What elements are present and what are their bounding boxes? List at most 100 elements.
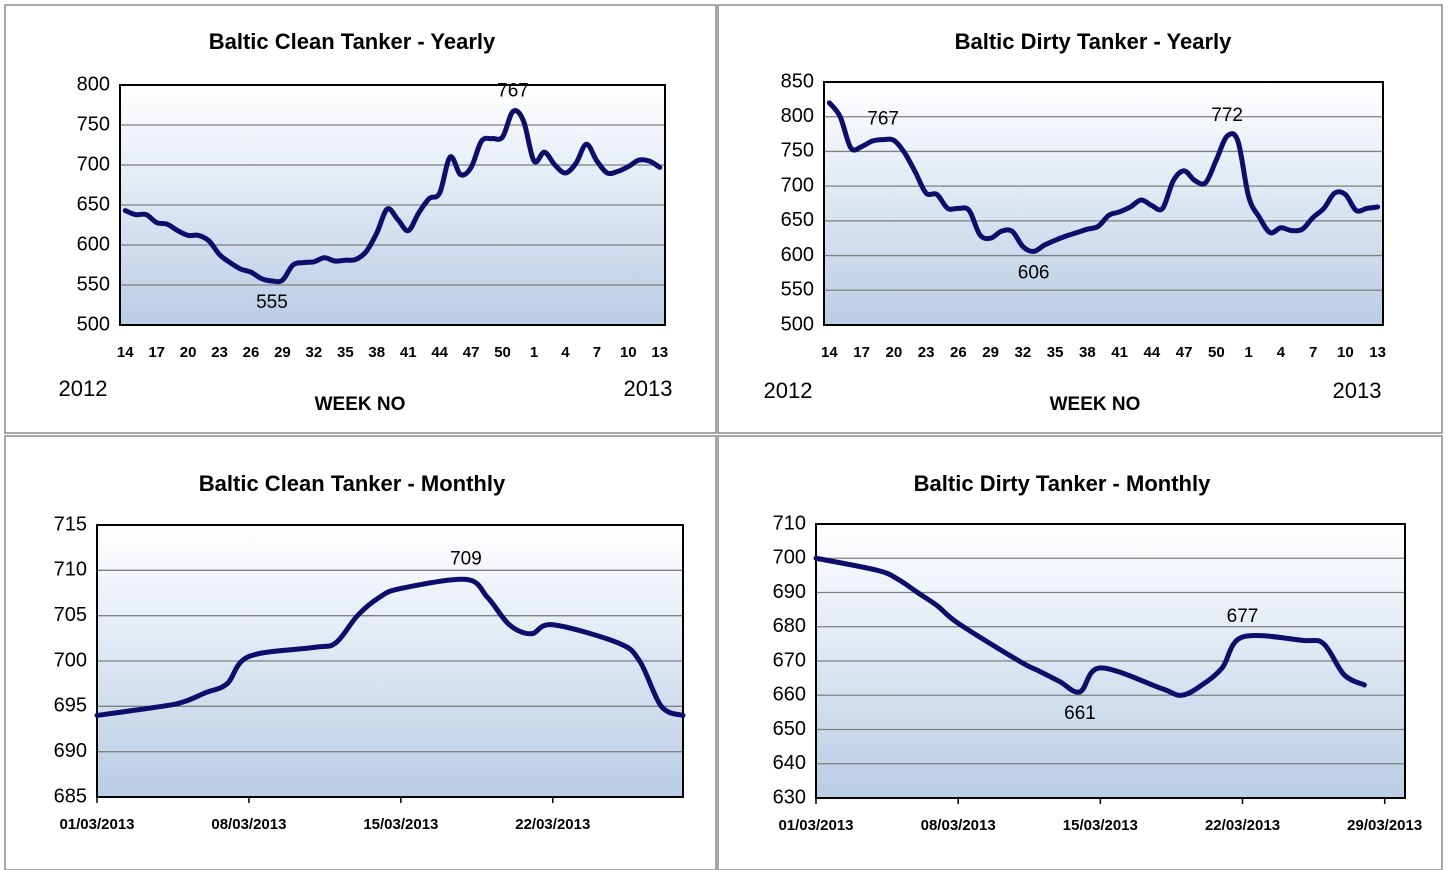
x-tick-label: 7	[593, 344, 601, 361]
chart: Baltic Dirty Tanker - Yearly 500 550 600 650…	[764, 29, 1386, 415]
plot-frame	[815, 523, 1406, 799]
y-tick-label: 710	[54, 559, 87, 581]
data-label: 606	[1018, 262, 1050, 283]
period-label: 2013	[1333, 378, 1382, 403]
y-tick-label: 685	[54, 785, 87, 807]
x-tick-label: 47	[463, 344, 480, 361]
x-tick-label: 1	[1244, 344, 1252, 361]
y-tick-label: 750	[77, 113, 110, 135]
y-tick-label: 670	[773, 649, 806, 671]
data-label: 772	[1211, 105, 1243, 126]
y-tick-label: 500	[781, 313, 814, 335]
x-tick-label: 35	[1047, 344, 1064, 361]
x-tick-label: 13	[651, 344, 668, 361]
y-tick-label: 650	[773, 718, 806, 740]
chart: Baltic Dirty Tanker - Monthly 630 640 650 66…	[773, 471, 1423, 834]
series-line	[94, 576, 686, 718]
x-tick-label: 29	[274, 344, 291, 361]
x-tick-label: 41	[400, 344, 417, 361]
y-tick-label: 650	[781, 209, 814, 231]
panel-border	[4, 4, 717, 434]
x-tick-label: 4	[561, 344, 570, 361]
chart: Baltic Clean Tanker - Monthly 685 690 695 70…	[54, 471, 686, 833]
x-axis-label: WEEK NO	[315, 394, 406, 415]
data-label: 767	[497, 80, 529, 101]
y-tick-label: 690	[54, 740, 87, 762]
panel-border	[717, 435, 1443, 870]
x-tick-label: 17	[148, 344, 165, 361]
x-tick-label: 15/03/2013	[1063, 817, 1138, 834]
x-tick-label: 29/03/2013	[1347, 817, 1422, 834]
x-tick-label: 41	[1111, 344, 1128, 361]
x-tick-label: 32	[306, 344, 323, 361]
y-tick-label: 630	[773, 786, 806, 808]
x-tick-label: 38	[368, 344, 385, 361]
x-tick-label: 35	[337, 344, 354, 361]
x-tick-label: 13	[1369, 344, 1386, 361]
x-tick-label: 23	[918, 344, 935, 361]
x-tick-label: 26	[243, 344, 260, 361]
x-tick-label: 50	[494, 344, 511, 361]
y-tick-label: 800	[77, 73, 110, 95]
x-axis-label: WEEK NO	[1050, 394, 1141, 415]
period-label: 2013	[624, 376, 673, 401]
plot-area	[824, 82, 1383, 325]
data-label: 555	[256, 292, 288, 313]
x-tick-label: 26	[950, 344, 967, 361]
y-tick-label: 700	[54, 649, 87, 671]
x-tick-label: 08/03/2013	[211, 816, 286, 833]
panel-border	[4, 435, 717, 870]
series-line	[122, 108, 663, 285]
data-label: 677	[1227, 606, 1259, 627]
y-tick-label: 500	[77, 313, 110, 335]
data-label: 661	[1064, 703, 1096, 724]
y-tick-label: 660	[773, 684, 806, 706]
y-tick-label: 850	[781, 70, 814, 92]
x-tick-label: 01/03/2013	[778, 817, 853, 834]
x-tick-label: 17	[853, 344, 870, 361]
y-tick-label: 550	[77, 273, 110, 295]
x-tick-label: 1	[530, 344, 538, 361]
x-tick-label: 20	[886, 344, 903, 361]
data-label: 709	[450, 548, 482, 569]
y-tick-label: 550	[781, 279, 814, 301]
y-tick-label: 715	[54, 513, 87, 535]
x-tick-label: 50	[1208, 344, 1225, 361]
x-tick-label: 32	[1015, 344, 1032, 361]
y-tick-label: 700	[773, 547, 806, 569]
x-tick-label: 01/03/2013	[59, 816, 134, 833]
period-label: 2012	[764, 378, 813, 403]
plot-frame	[96, 524, 684, 798]
chart-title: Baltic Dirty Tanker - Monthly	[914, 471, 1211, 496]
y-tick-label: 750	[781, 140, 814, 162]
y-tick-label: 700	[77, 153, 110, 175]
y-tick-label: 600	[781, 244, 814, 266]
x-tick-label: 44	[1144, 344, 1161, 361]
y-tick-label: 705	[54, 604, 87, 626]
x-tick-label: 14	[821, 344, 838, 361]
x-tick-label: 29	[982, 344, 999, 361]
y-tick-label: 640	[773, 752, 806, 774]
y-tick-label: 695	[54, 695, 87, 717]
chart-title: Baltic Dirty Tanker - Yearly	[955, 29, 1233, 54]
series-line	[813, 555, 1367, 698]
x-tick-label: 7	[1309, 344, 1317, 361]
chart-title: Baltic Clean Tanker - Yearly	[209, 29, 496, 54]
x-tick-label: 20	[180, 344, 197, 361]
plot-frame	[119, 84, 666, 326]
series-line	[826, 100, 1381, 254]
x-tick-label: 14	[117, 344, 134, 361]
period-label: 2012	[59, 376, 108, 401]
y-tick-label: 680	[773, 615, 806, 637]
x-tick-label: 22/03/2013	[515, 816, 590, 833]
plot-frame	[823, 81, 1384, 326]
x-tick-label: 38	[1079, 344, 1096, 361]
x-tick-label: 22/03/2013	[1205, 817, 1280, 834]
x-tick-label: 23	[211, 344, 228, 361]
panel-border	[717, 4, 1443, 434]
x-tick-label: 4	[1277, 344, 1286, 361]
chart-title: Baltic Clean Tanker - Monthly	[199, 471, 506, 496]
data-label: 767	[867, 109, 899, 130]
y-tick-label: 650	[77, 193, 110, 215]
